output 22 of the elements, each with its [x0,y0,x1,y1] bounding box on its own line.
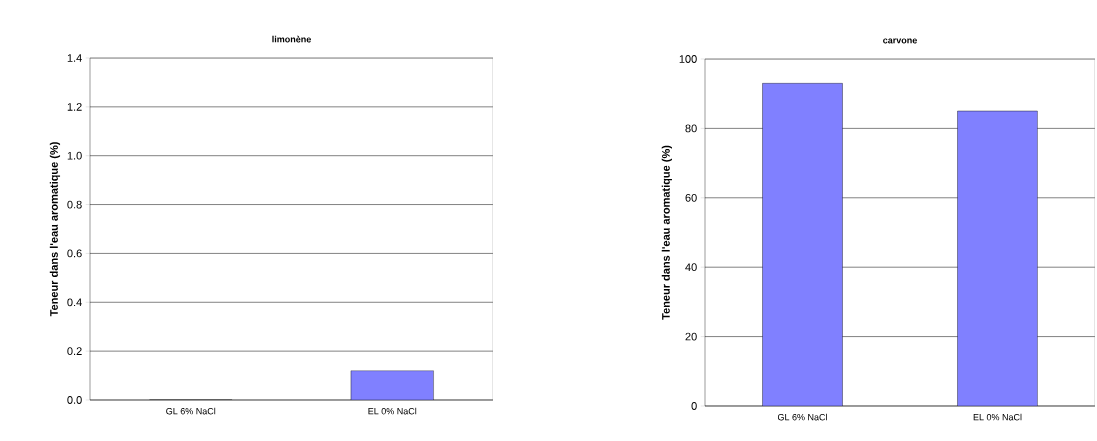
x-tick-label: GL 6% NaCl [777,413,827,421]
x-tick-label: EL 0% NaCl [973,413,1022,421]
y-tick-label: 1.2 [67,103,82,111]
y-tick-label: 1.0 [67,151,82,160]
y-tick-label: 0.0 [67,396,82,404]
y-tick-label: 100 [679,55,697,63]
y-tick-label: 0.2 [67,347,82,356]
y-tick-label: 0.8 [67,200,82,209]
y-tick-label: 0.4 [67,298,82,307]
x-tick-label: EL 0% NaCl [368,407,417,415]
y-tick-label: 80 [685,124,697,133]
y-tick-label: 1.4 [67,54,82,62]
y-tick-label: 20 [685,332,697,341]
y-axis-title: Teneur dans l'eau aromatique (%) [661,145,672,320]
y-tick-label: 0.6 [67,249,82,258]
chart-title: limonène [272,35,311,43]
y-tick-label: 40 [685,263,697,272]
x-tick-label: GL 6% NaCl [166,407,216,415]
chart-title: carvone [883,38,917,44]
y-axis-title: Teneur dans l'eau aromatique (%) [49,142,61,317]
y-tick-label: 60 [685,193,697,202]
y-tick-label: 0 [691,402,697,410]
